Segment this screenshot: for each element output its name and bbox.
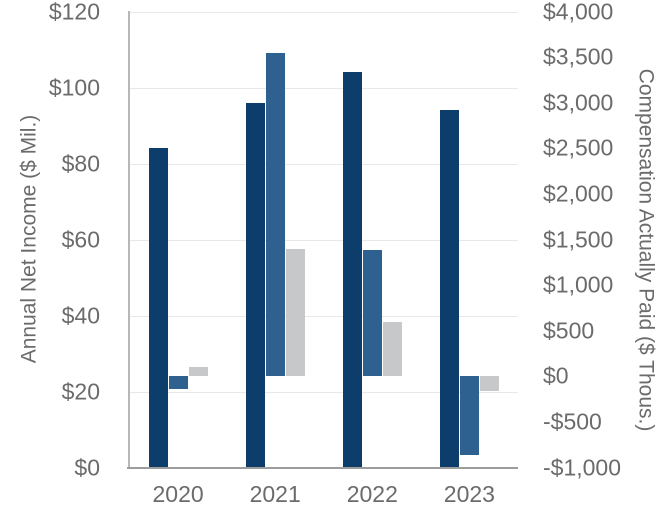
x-axis-label-2022: 2022 <box>346 481 398 507</box>
left-axis-tick: $100 <box>48 74 100 100</box>
x-axis-label-2020: 2020 <box>152 481 204 507</box>
left-axis-tick: $40 <box>61 302 100 328</box>
right-axis-tick: $0 <box>543 362 569 389</box>
right-axis-tick: $2,500 <box>543 134 614 161</box>
gridline-100 <box>130 88 518 89</box>
right-axis-tick: $2,000 <box>543 180 614 207</box>
bar-net-income-2022 <box>343 72 363 468</box>
bar-cap-gray-2022 <box>382 321 402 377</box>
x-axis-label-2021: 2021 <box>249 481 301 507</box>
right-axis-tick: -$500 <box>543 408 602 435</box>
gridline-80 <box>130 164 518 165</box>
bottom-axis-line <box>127 467 518 469</box>
left-axis-title: Annual Net Income ($ Mil.) <box>17 114 41 364</box>
bar-net-income-2023 <box>440 110 460 468</box>
left-axis-tick: $60 <box>61 226 100 252</box>
bar-cap-blue-2022 <box>362 249 382 377</box>
right-axis-title: Compensation Actually Paid ($ Thous.) <box>634 68 658 432</box>
left-axis-tick: $120 <box>48 0 100 24</box>
bar-net-income-2020 <box>149 148 169 468</box>
right-axis-tick: $3,500 <box>543 43 614 70</box>
gridline-20 <box>130 392 518 393</box>
right-axis-tick: $4,000 <box>543 0 614 24</box>
gridline-60 <box>130 240 518 241</box>
right-axis-tick: -$1,000 <box>543 454 622 480</box>
bar-cap-blue-2020 <box>168 376 188 390</box>
bar-cap-gray-2023 <box>479 376 499 391</box>
bar-cap-gray-2020 <box>188 367 208 377</box>
right-axis-tick: $1,000 <box>543 271 614 298</box>
right-axis-tick: $500 <box>543 317 595 344</box>
bar-net-income-2021 <box>246 102 266 468</box>
gridline-40 <box>130 316 518 317</box>
left-axis-line <box>128 11 130 469</box>
left-axis-tick: $80 <box>61 150 100 176</box>
gridline-120 <box>130 12 518 13</box>
left-axis-tick: $20 <box>61 378 100 404</box>
right-axis-tick: $1,500 <box>543 226 614 252</box>
x-axis-label-2023: 2023 <box>443 481 495 507</box>
bar-cap-blue-2023 <box>459 376 479 455</box>
bar-cap-gray-2021 <box>285 248 305 377</box>
bar-cap-blue-2021 <box>265 52 285 377</box>
left-axis-tick: $0 <box>74 454 100 480</box>
right-axis-tick: $3,000 <box>543 89 614 116</box>
